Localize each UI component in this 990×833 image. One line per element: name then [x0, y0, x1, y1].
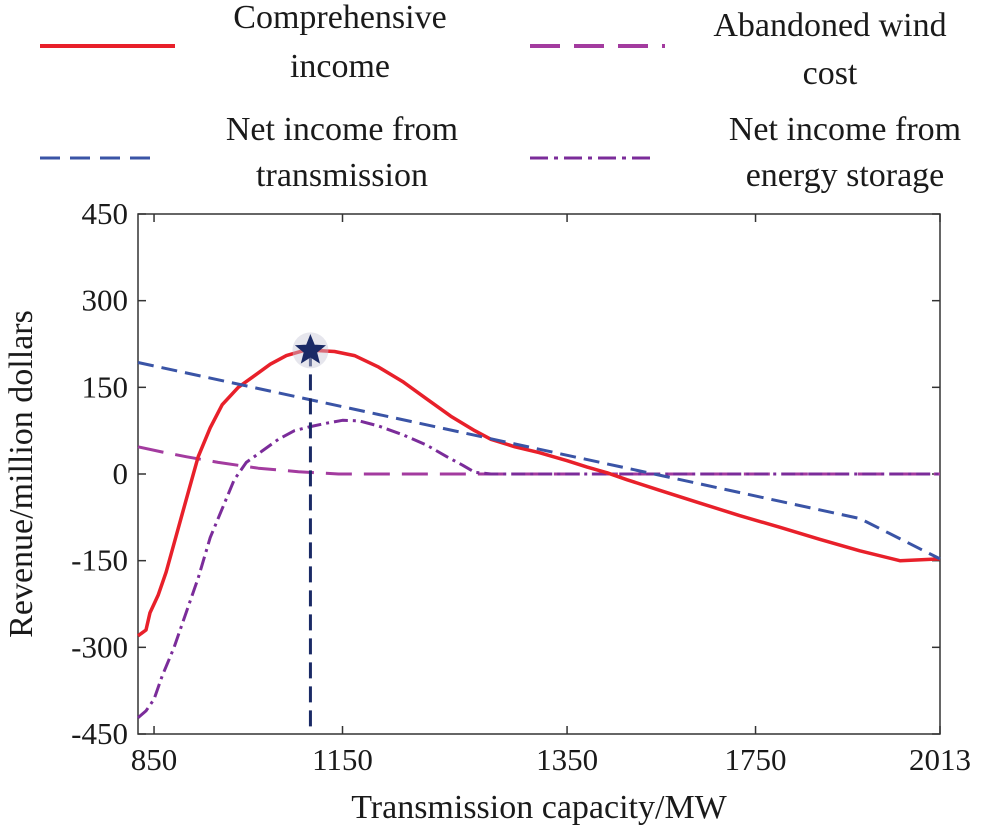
x-tick-label: 2013: [909, 742, 971, 777]
y-tick-label: -450: [71, 716, 128, 751]
series-line-net-income-from-energy-storage: [137, 418, 940, 719]
legend-label-comprehensive-income-line2: income: [290, 48, 390, 85]
y-tick-label: 150: [82, 369, 129, 404]
x-tick-label: 1750: [725, 742, 787, 777]
legend-label-abandoned-wind-cost-line1: Abandoned wind: [713, 7, 946, 44]
y-tick-label: -150: [71, 543, 128, 578]
legend-entry-abandoned-wind-cost: Abandoned wind cost: [530, 7, 947, 92]
legend-label-net-income-storage-line1: Net income from: [729, 111, 961, 148]
y-tick-label: 450: [82, 196, 129, 231]
legend-label-net-income-transmission-line1: Net income from: [226, 111, 458, 148]
legend-label-abandoned-wind-cost-line2: cost: [803, 55, 858, 92]
y-axis-title: Revenue/million dollars: [3, 310, 40, 638]
x-tick-label: 1150: [312, 742, 373, 777]
y-tick-label: 300: [82, 283, 129, 318]
x-tick-label: 850: [131, 742, 178, 777]
x-axis-title: Transmission capacity/MW: [351, 789, 727, 826]
y-axis: 450 300 150 0 -150 -300 -450: [71, 196, 940, 751]
x-tick-label: 1350: [536, 742, 598, 777]
legend-entry-net-income-transmission: Net income from transmission: [40, 111, 458, 194]
y-tick-label: 0: [113, 456, 129, 491]
series-line-comprehensive-income: [136, 348, 941, 638]
legend-label-comprehensive-income-line1: Comprehensive: [233, 0, 446, 36]
y-tick-label: -300: [71, 629, 128, 664]
legend: Comprehensive income Abandoned wind cost…: [40, 0, 961, 194]
optimum-star-marker: [294, 334, 326, 364]
legend-entry-net-income-storage: Net income from energy storage: [530, 111, 961, 194]
legend-label-net-income-storage-line2: energy storage: [746, 157, 945, 194]
series-line-net-income-from-transmission: [137, 361, 941, 561]
legend-label-net-income-transmission-line2: transmission: [256, 157, 428, 194]
series-layer: [136, 348, 941, 719]
legend-entry-comprehensive-income: Comprehensive income: [40, 0, 447, 85]
x-axis: 850 1150 1350 1750 2013: [131, 214, 971, 777]
annotation-layer: [292, 332, 329, 734]
